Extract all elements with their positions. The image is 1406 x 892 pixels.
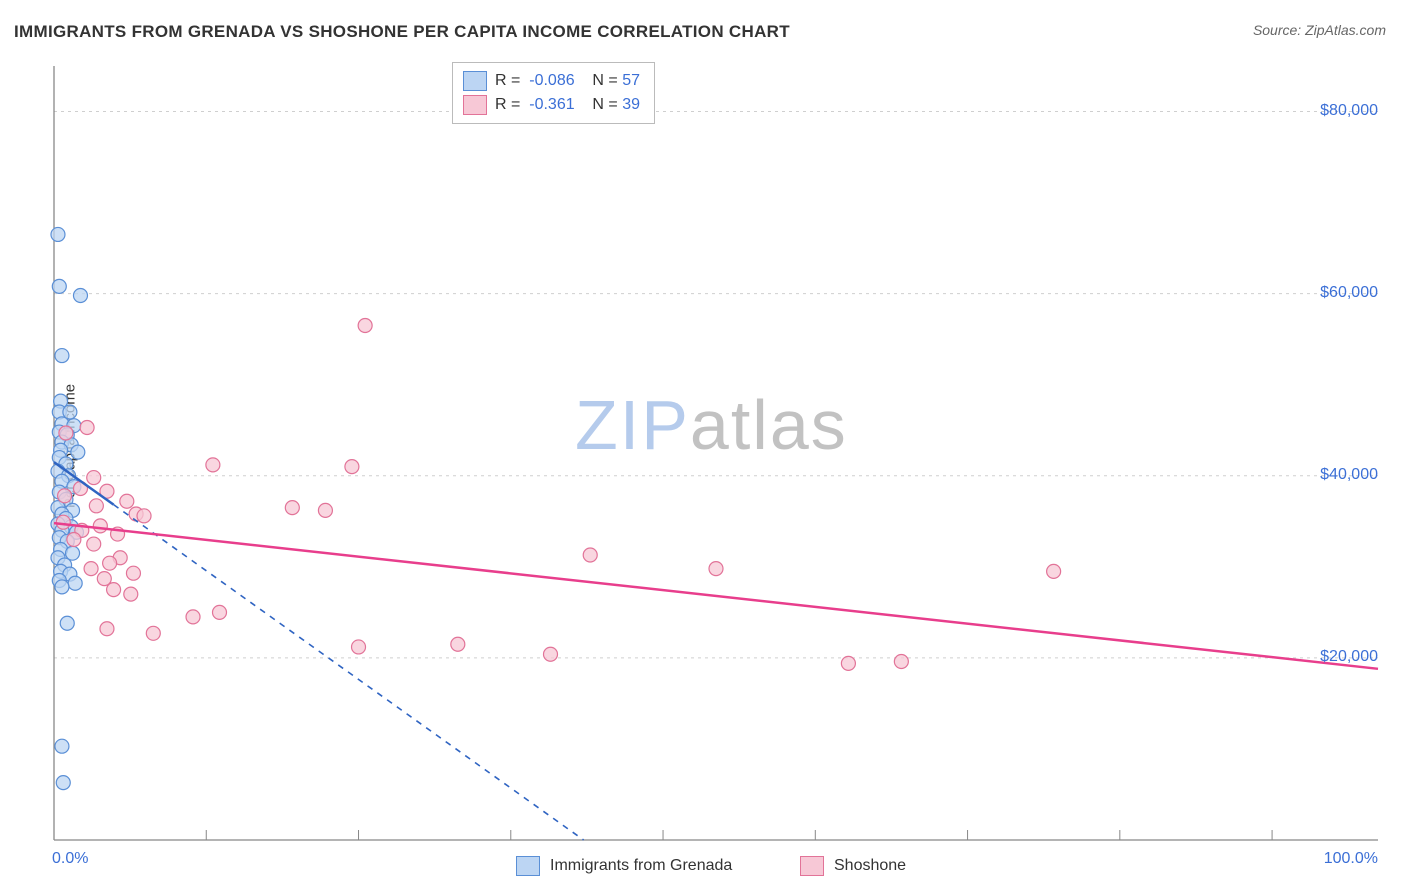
legend-swatch: [463, 71, 487, 91]
series-legend-grenada: Immigrants from Grenada: [516, 856, 732, 876]
legend-label: Immigrants from Grenada: [550, 857, 732, 875]
chart-title: IMMIGRANTS FROM GRENADA VS SHOSHONE PER …: [14, 22, 790, 42]
legend-stats: R = -0.361 N = 39: [495, 96, 640, 114]
y-tick-label: $40,000: [1320, 466, 1378, 484]
source-value: ZipAtlas.com: [1305, 22, 1386, 38]
x-tick-label: 0.0%: [52, 850, 88, 868]
legend-swatch: [463, 95, 487, 115]
y-tick-label: $20,000: [1320, 648, 1378, 666]
legend-row: R = -0.361 N = 39: [463, 93, 640, 117]
legend-label: Shoshone: [834, 857, 906, 875]
y-tick-label: $80,000: [1320, 102, 1378, 120]
scatter-plot-svg: [46, 58, 1386, 848]
legend-stats: R = -0.086 N = 57: [495, 72, 640, 90]
correlation-legend: R = -0.086 N = 57 R = -0.361 N = 39: [452, 62, 655, 124]
legend-swatch: [516, 856, 540, 876]
legend-row: R = -0.086 N = 57: [463, 69, 640, 93]
chart-area: [46, 58, 1386, 848]
x-tick-label: 100.0%: [1324, 850, 1378, 868]
source-label: Source:: [1253, 22, 1305, 38]
y-tick-label: $60,000: [1320, 284, 1378, 302]
legend-swatch: [800, 856, 824, 876]
series-legend-shoshone: Shoshone: [800, 856, 906, 876]
source-attribution: Source: ZipAtlas.com: [1253, 22, 1386, 38]
